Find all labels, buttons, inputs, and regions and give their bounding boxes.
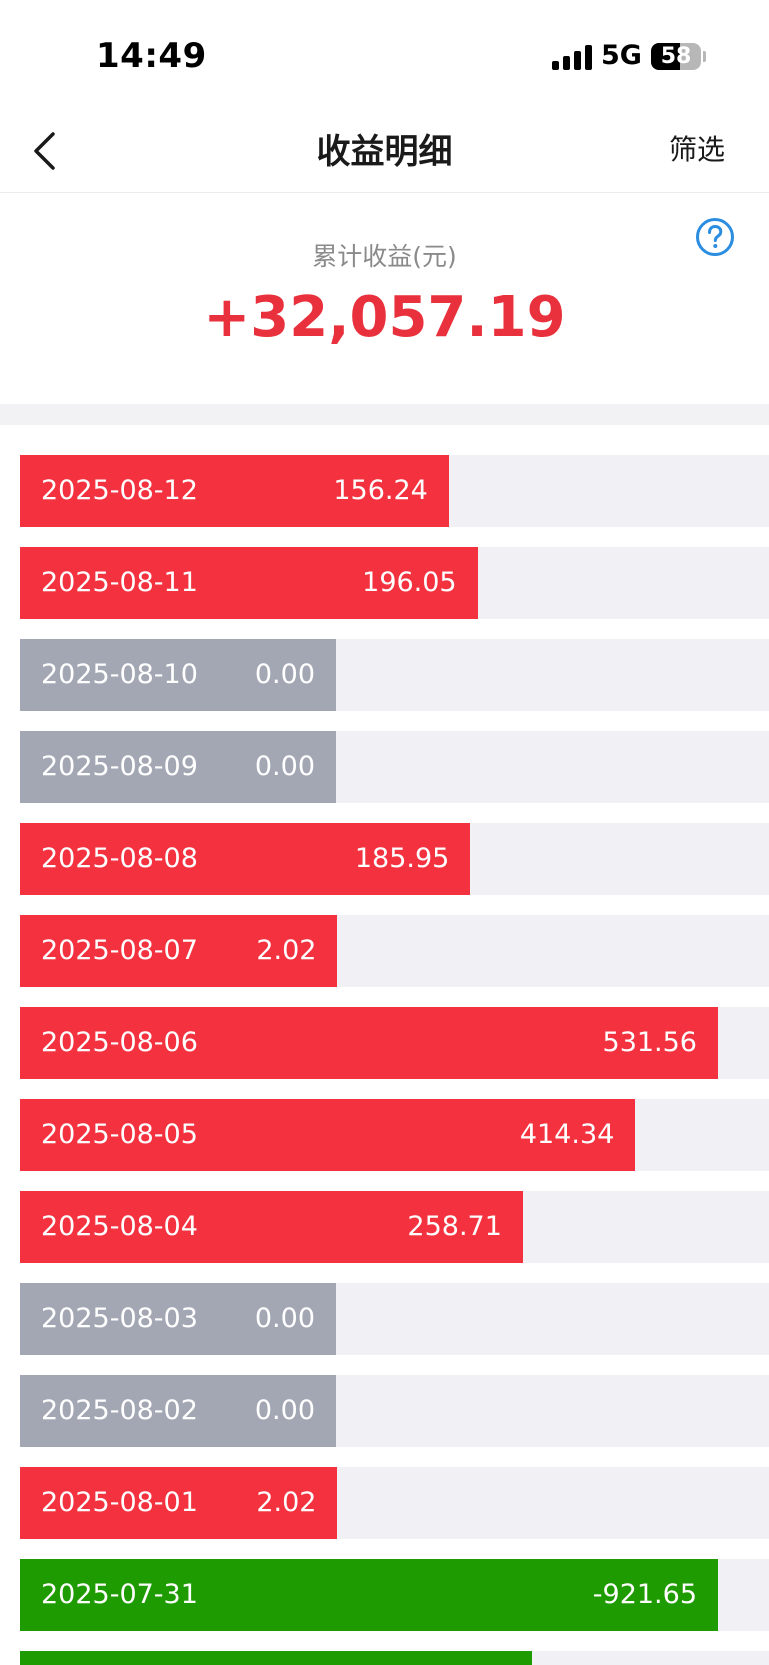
battery-level bbox=[651, 43, 680, 70]
earnings-amount: 0.00 bbox=[254, 1395, 315, 1426]
battery-icon: 58 bbox=[651, 43, 701, 70]
earnings-bar: 2025-08-11 196.05 bbox=[20, 547, 478, 619]
page-title: 收益明细 bbox=[316, 132, 453, 172]
earnings-amount: 0.00 bbox=[254, 751, 315, 782]
section-divider bbox=[0, 404, 769, 425]
earnings-bar: 2025-07-31 -921.65 bbox=[20, 1559, 718, 1631]
earnings-date: 2025-08-02 bbox=[41, 1395, 198, 1426]
earnings-bar: 2025-08-04 258.71 bbox=[20, 1191, 523, 1263]
filter-button[interactable]: 筛选 bbox=[668, 133, 725, 166]
earnings-bar: 2025-08-02 0.00 bbox=[20, 1375, 336, 1447]
earnings-row[interactable]: 2025-07-31 -921.65 bbox=[20, 1559, 769, 1631]
earnings-bar: 2025-08-10 0.00 bbox=[20, 639, 336, 711]
earnings-bar: 2025-08-06 531.56 bbox=[20, 1007, 718, 1079]
earnings-row[interactable]: 2025-08-09 0.00 bbox=[20, 731, 769, 803]
help-button[interactable] bbox=[695, 217, 735, 257]
earnings-amount: 0.00 bbox=[254, 1303, 315, 1334]
earnings-amount: 156.24 bbox=[333, 475, 428, 506]
earnings-bar: 2025-08-07 2.02 bbox=[20, 915, 338, 987]
earnings-row[interactable]: 2025-08-05 414.34 bbox=[20, 1099, 769, 1171]
daily-earnings-list: 2025-08-12 156.24 2025-08-11 196.05 2025-08-… bbox=[20, 455, 769, 1665]
earnings-date: 2025-08-03 bbox=[41, 1303, 198, 1334]
status-time: 14:49 bbox=[96, 36, 207, 76]
earnings-row[interactable]: 2025-08-12 156.24 bbox=[20, 455, 769, 527]
signal-icon bbox=[552, 44, 592, 70]
earnings-amount: 196.05 bbox=[362, 567, 457, 598]
earnings-date: 2025-07-31 bbox=[41, 1579, 198, 1610]
question-circle-icon bbox=[696, 218, 734, 256]
total-earnings-label: 累计收益(元) bbox=[312, 242, 457, 271]
earnings-amount: 258.71 bbox=[407, 1211, 502, 1242]
earnings-date: 2025-08-09 bbox=[41, 751, 198, 782]
earnings-date: 2025-08-10 bbox=[41, 659, 198, 690]
earnings-row[interactable] bbox=[20, 1651, 769, 1665]
earnings-row[interactable]: 2025-08-08 185.95 bbox=[20, 823, 769, 895]
earnings-row[interactable]: 2025-08-10 0.00 bbox=[20, 639, 769, 711]
earnings-bar: 2025-08-12 156.24 bbox=[20, 455, 449, 527]
total-earnings-value: +32,057.19 bbox=[203, 285, 566, 350]
status-bar: 14:49 5G 58 bbox=[0, 0, 769, 110]
earnings-amount: 0.00 bbox=[254, 659, 315, 690]
battery-percent: 58 bbox=[660, 44, 692, 69]
earnings-bar: 2025-08-05 414.34 bbox=[20, 1099, 636, 1171]
earnings-row[interactable]: 2025-08-06 531.56 bbox=[20, 1007, 769, 1079]
earnings-amount: 531.56 bbox=[602, 1027, 697, 1058]
earnings-date: 2025-08-07 bbox=[41, 935, 198, 966]
earnings-date: 2025-08-11 bbox=[41, 567, 198, 598]
earnings-row[interactable]: 2025-08-01 2.02 bbox=[20, 1467, 769, 1539]
total-earnings-summary: 累计收益(元) +32,057.19 bbox=[0, 193, 769, 404]
earnings-amount: -921.65 bbox=[592, 1579, 697, 1610]
earnings-row[interactable]: 2025-08-03 0.00 bbox=[20, 1283, 769, 1355]
earnings-date: 2025-08-04 bbox=[41, 1211, 198, 1242]
back-button[interactable] bbox=[22, 126, 72, 176]
earnings-bar bbox=[20, 1651, 533, 1665]
earnings-row[interactable]: 2025-08-04 258.71 bbox=[20, 1191, 769, 1263]
earnings-date: 2025-08-06 bbox=[41, 1027, 198, 1058]
network-type: 5G bbox=[601, 40, 642, 71]
earnings-amount: 414.34 bbox=[519, 1119, 615, 1150]
earnings-row[interactable]: 2025-08-07 2.02 bbox=[20, 915, 769, 987]
earnings-date: 2025-08-05 bbox=[41, 1119, 198, 1150]
earnings-row[interactable]: 2025-08-02 0.00 bbox=[20, 1375, 769, 1447]
earnings-date: 2025-08-08 bbox=[41, 843, 198, 874]
earnings-amount: 2.02 bbox=[256, 1487, 317, 1518]
earnings-amount: 2.02 bbox=[256, 935, 317, 966]
earnings-bar: 2025-08-01 2.02 bbox=[20, 1467, 338, 1539]
earnings-date: 2025-08-12 bbox=[41, 475, 198, 506]
battery-nub bbox=[703, 51, 706, 62]
earnings-bar: 2025-08-08 185.95 bbox=[20, 823, 471, 895]
earnings-row[interactable]: 2025-08-11 196.05 bbox=[20, 547, 769, 619]
chevron-left-icon bbox=[34, 132, 55, 170]
earnings-bar: 2025-08-09 0.00 bbox=[20, 731, 336, 803]
earnings-date: 2025-08-01 bbox=[41, 1487, 198, 1518]
nav-bar: 收益明细 筛选 bbox=[0, 110, 769, 193]
earnings-amount: 185.95 bbox=[354, 843, 450, 874]
earnings-bar: 2025-08-03 0.00 bbox=[20, 1283, 336, 1355]
